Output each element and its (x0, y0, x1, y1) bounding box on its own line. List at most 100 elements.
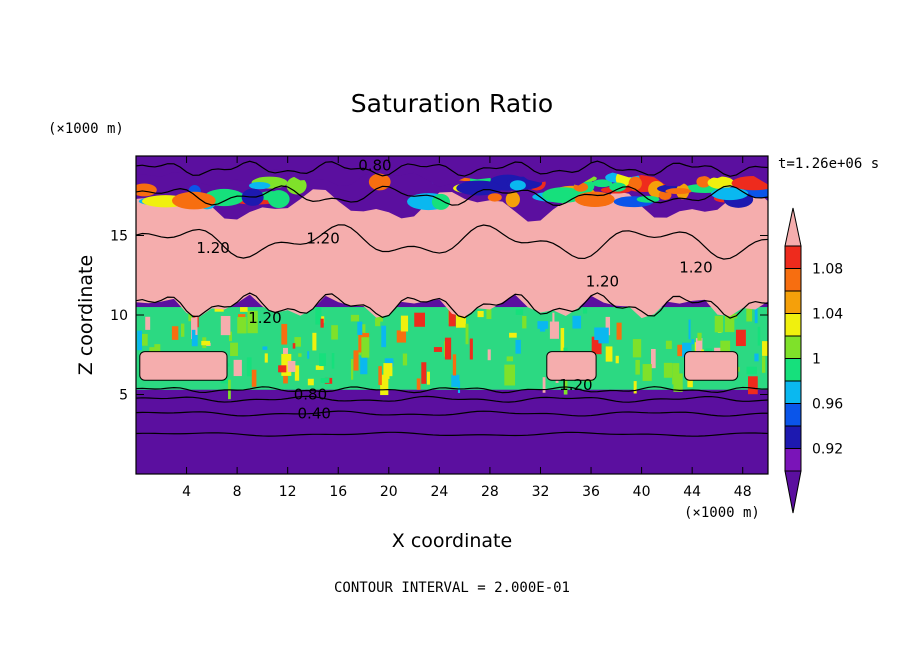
y-unit-label: (×1000 m) (48, 121, 124, 137)
humid-cell (691, 339, 695, 345)
humid-cell (246, 357, 252, 377)
humid-cell (452, 354, 457, 376)
humid-cell (262, 346, 268, 350)
x-axis-label: X coordinate (392, 530, 512, 552)
humid-cell (552, 312, 555, 328)
x-tick-label: 8 (233, 484, 242, 500)
x-tick-label: 16 (329, 484, 347, 500)
transition-cell (505, 191, 520, 208)
humid-cell (632, 339, 642, 358)
colorbar-swatch (784, 425, 802, 449)
humid-cell (140, 333, 148, 346)
humid-cell (384, 358, 394, 367)
humid-cell (448, 309, 456, 327)
colorbar-label: 0.96 (812, 397, 843, 413)
humid-cell (754, 353, 759, 362)
contour-line (136, 292, 768, 319)
humid-cell (319, 353, 327, 367)
transition-cell (711, 187, 749, 201)
y-axis-label: Z coordinate (75, 255, 97, 375)
humid-cell (376, 313, 383, 322)
humid-cell (714, 315, 724, 333)
colorbar-swatch (784, 335, 802, 359)
colorbar-swatch (784, 358, 802, 382)
humid-cell (663, 362, 673, 378)
humid-cell (145, 316, 151, 330)
humid-cell (312, 332, 317, 351)
humid-cell (251, 369, 257, 387)
humid-cell (240, 307, 248, 312)
humid-cell (233, 359, 242, 377)
contour-line (136, 395, 768, 403)
humid-cell (682, 342, 692, 358)
x-axis-ticks: 4 8 12 16 20 24 28 32 36 40 44 48 (182, 156, 752, 500)
transition-cell (487, 193, 502, 202)
colorbar-swatch (784, 313, 802, 337)
humid-cell (331, 325, 338, 340)
y-axis-ticks: 5 10 15 (110, 229, 768, 404)
humid-cell (421, 362, 427, 384)
y-tick-label: 10 (110, 308, 128, 324)
humid-cell (469, 338, 473, 360)
y-tick-label: 15 (110, 229, 128, 245)
humid-cell (560, 328, 565, 351)
contour-line (136, 386, 768, 394)
colorbar-swatch (784, 448, 802, 472)
colorbar-extend-top (784, 207, 802, 247)
humid-cell (294, 365, 300, 381)
humid-cell (188, 312, 193, 322)
humid-cell (433, 347, 443, 352)
contour-label: 1.20 (679, 258, 712, 276)
humid-cell (247, 310, 258, 334)
humid-cell (331, 353, 335, 369)
humid-cell (486, 308, 492, 319)
contour-line (136, 431, 768, 437)
x-tick-label: 44 (683, 484, 701, 500)
contour-label: 0.80 (358, 157, 391, 175)
chart-title: Saturation Ratio (351, 89, 553, 118)
humid-cell (380, 374, 389, 396)
transition-cell (731, 175, 768, 191)
colorbar-swatch (784, 380, 802, 404)
colorbar-label: 1.04 (812, 307, 843, 323)
colorbar-label: 1.08 (812, 262, 843, 278)
humid-cell (385, 369, 390, 379)
humid-cell (400, 315, 409, 332)
humid-cell (191, 329, 198, 347)
colorbar-extend-bottom (784, 470, 802, 514)
colorbar-swatch (784, 245, 802, 269)
humid-cell (582, 308, 588, 314)
colorbar-label: 1 (812, 352, 821, 368)
humid-cell (695, 338, 703, 356)
humid-cell (353, 350, 359, 371)
transition-cell (609, 182, 627, 192)
humid-cell (572, 315, 582, 329)
humid-cell (537, 321, 549, 329)
humid-cell (416, 378, 421, 390)
humid-cell (320, 378, 330, 383)
humid-cell (605, 346, 613, 362)
transition-cell (249, 181, 271, 190)
humid-cell (746, 366, 757, 375)
y-tick-label: 5 (119, 388, 128, 404)
footer-contour-interval: CONTOUR INTERVAL = 2.000E-01 (334, 580, 570, 596)
humid-cell (697, 332, 702, 341)
humid-cell (220, 315, 231, 336)
contour-field (136, 156, 768, 474)
humid-cell (281, 353, 292, 376)
humid-cell (427, 371, 430, 385)
humid-cell (414, 312, 425, 327)
humid-cell (549, 321, 559, 339)
humid-cell (281, 323, 288, 345)
x-tick-label: 32 (532, 484, 550, 500)
supersaturated-lens (546, 351, 597, 381)
humid-cell (137, 330, 142, 351)
x-tick-label: 36 (582, 484, 600, 500)
humid-cell (351, 359, 354, 380)
colorbar-swatch (784, 290, 802, 314)
humid-cell (746, 307, 753, 322)
humid-cell (230, 342, 238, 356)
transition-cell (574, 191, 615, 208)
colorbar (784, 207, 802, 514)
